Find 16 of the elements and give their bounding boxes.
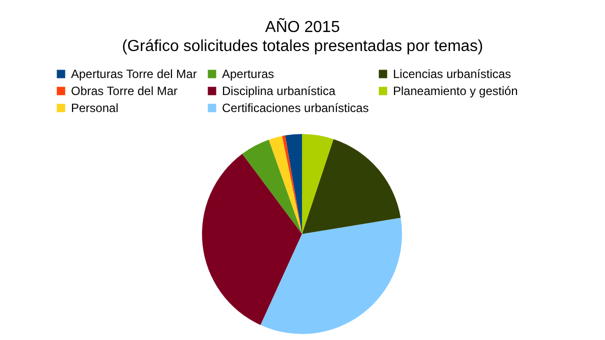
legend-label: Obras Torre del Mar <box>71 84 178 98</box>
legend-label: Planeamiento y gestión <box>393 84 518 98</box>
legend-label: Personal <box>71 101 118 115</box>
pie-slice <box>302 139 401 234</box>
legend-label: Certificaciones urbanísticas <box>222 101 369 115</box>
legend-label: Aperturas Torre del Mar <box>71 67 197 81</box>
pie-slice <box>302 134 334 234</box>
pie-slice <box>202 154 302 326</box>
legend-label: Disciplina urbanística <box>222 84 336 98</box>
pie-slice <box>242 140 302 234</box>
chart-subtitle: (Gráfico solicitudes totales presentadas por temas) <box>122 38 484 55</box>
legend-label: Aperturas <box>222 67 274 81</box>
pie-slice <box>268 136 302 234</box>
chart-title: AÑO 2015 <box>265 17 340 36</box>
legend-label: Licencias urbanísticas <box>393 67 512 81</box>
pie-slice <box>260 218 402 334</box>
